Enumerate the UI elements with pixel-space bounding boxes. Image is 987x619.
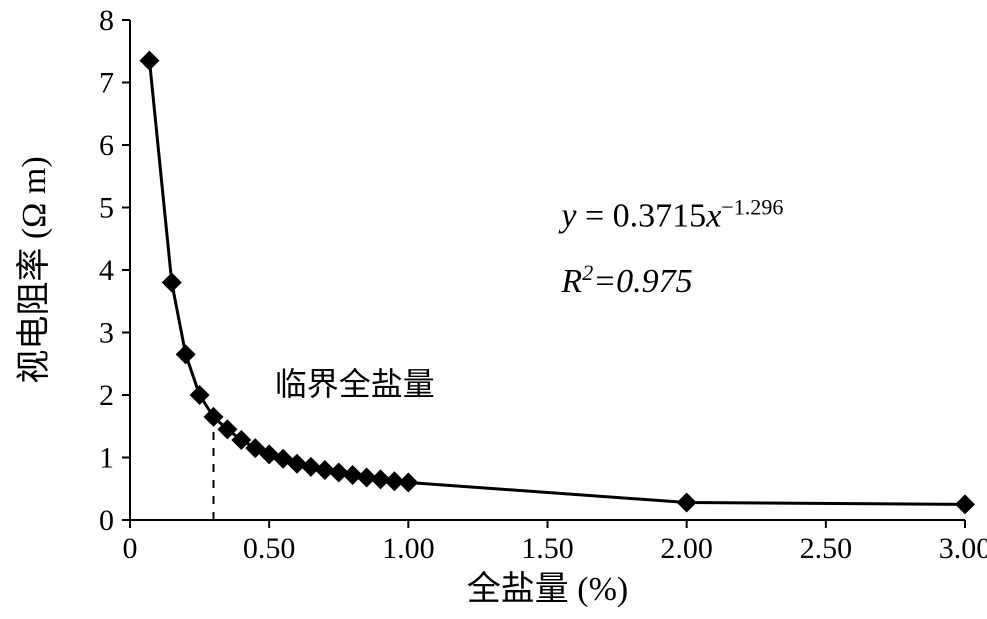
y-tick-label: 7 bbox=[99, 67, 114, 100]
data-line bbox=[149, 61, 965, 505]
chart-container: 0 0.50 1.00 1.50 2.00 2.50 3.00 0 1 2 3 4 5 6 7 8 全盐量 (%… bbox=[0, 0, 987, 619]
y-tick-label: 6 bbox=[99, 129, 114, 162]
data-marker bbox=[955, 494, 975, 514]
x-tick-label: 2.50 bbox=[800, 532, 853, 565]
x-tick-label: 0.50 bbox=[243, 532, 296, 565]
data-marker bbox=[190, 385, 210, 405]
y-tick-label: 4 bbox=[99, 254, 114, 287]
x-axis-title: 全盐量 (%) bbox=[467, 570, 628, 608]
data-marker bbox=[398, 473, 418, 493]
data-marker bbox=[176, 344, 196, 364]
x-tick-label: 0 bbox=[123, 532, 138, 565]
critical-line-label: 临界全盐量 bbox=[275, 366, 435, 402]
data-marker bbox=[162, 273, 182, 293]
x-tick-label: 3.00 bbox=[939, 532, 987, 565]
x-tick-label: 1.00 bbox=[382, 532, 435, 565]
x-tick-label: 1.50 bbox=[521, 532, 574, 565]
r-squared-text: R2=0.975 bbox=[560, 259, 692, 300]
chart-svg: 0 0.50 1.00 1.50 2.00 2.50 3.00 0 1 2 3 4 5 6 7 8 全盐量 (%… bbox=[0, 0, 987, 619]
equation-text: y = 0.3715x−1.296 bbox=[558, 194, 783, 235]
y-tick-label: 3 bbox=[99, 317, 114, 350]
data-marker bbox=[677, 493, 697, 513]
y-tick-label: 8 bbox=[99, 4, 114, 37]
y-tick-label: 1 bbox=[99, 442, 114, 475]
data-marker bbox=[139, 51, 159, 71]
y-axis-title: 视电阻率 (Ω m) bbox=[15, 156, 53, 383]
y-tick-label: 5 bbox=[99, 192, 114, 225]
x-tick-label: 2.00 bbox=[660, 532, 713, 565]
y-tick-label: 2 bbox=[99, 379, 114, 412]
data-marker bbox=[301, 457, 321, 477]
y-tick-label: 0 bbox=[99, 504, 114, 537]
